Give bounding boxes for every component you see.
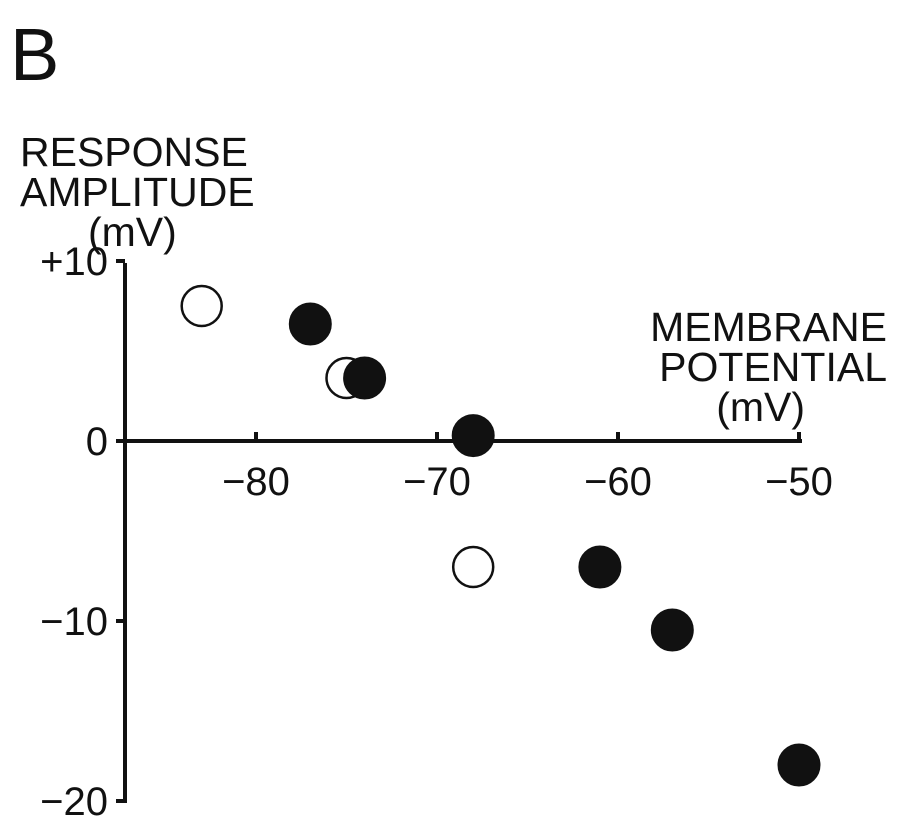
- y-axis-label-line-3: (mV): [88, 209, 177, 255]
- y-tick-label: 0: [86, 420, 108, 464]
- x-axis-label-line-2: POTENTIAL: [659, 344, 887, 390]
- y-tick-label: −10: [40, 600, 108, 644]
- filled-data-point: [451, 414, 495, 458]
- y-axis-label-line-1: RESPONSE: [20, 129, 248, 175]
- filled-data-point: [288, 302, 332, 346]
- y-tick-label: −20: [40, 780, 108, 824]
- x-axis-label-line-1: MEMBRANE: [650, 304, 887, 350]
- filled-data-point: [777, 743, 821, 787]
- filled-data-point: [650, 608, 694, 652]
- data-points: [180, 284, 821, 787]
- x-axis-label-line-3: (mV): [716, 384, 805, 430]
- x-tick-label: −50: [765, 460, 833, 504]
- panel-label: B: [10, 13, 59, 96]
- filled-data-point: [343, 356, 387, 400]
- y-tick-label: +10: [40, 240, 108, 284]
- y-axis-ticks: +10 0 −10 −20: [40, 240, 125, 824]
- filled-data-point: [578, 545, 622, 589]
- x-tick-label: −60: [584, 460, 652, 504]
- open-data-point: [451, 545, 495, 589]
- y-axis-label-line-2: AMPLITUDE: [20, 169, 255, 215]
- open-data-point: [180, 284, 223, 328]
- x-tick-label: −70: [403, 460, 471, 504]
- x-tick-label: −80: [222, 460, 290, 504]
- x-axis-ticks: −80 −70 −60 −50: [222, 432, 833, 504]
